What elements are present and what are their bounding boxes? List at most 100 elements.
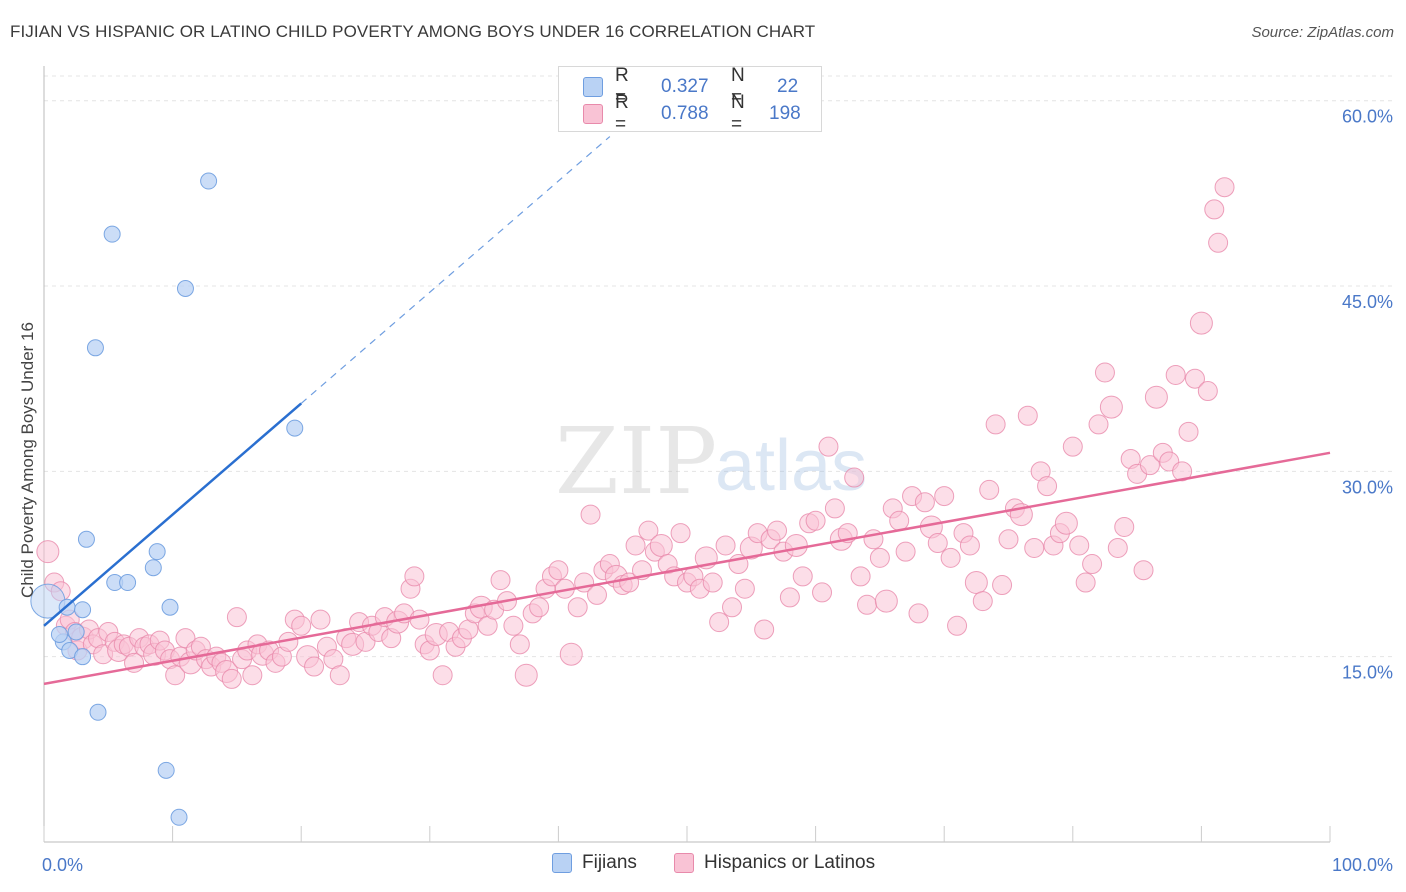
hispanic-point bbox=[818, 436, 839, 457]
hispanic-point bbox=[1062, 436, 1083, 457]
hispanic-point bbox=[844, 467, 865, 488]
chart-title: FIJIAN VS HISPANIC OR LATINO CHILD POVER… bbox=[10, 22, 816, 41]
fijian-point bbox=[103, 225, 121, 243]
x-tick-label: 100.0% bbox=[1332, 855, 1393, 875]
y-axis-label: Child Poverty Among Boys Under 16 bbox=[18, 322, 37, 598]
hispanic-point bbox=[754, 619, 775, 640]
hispanic-point bbox=[715, 535, 736, 556]
hispanic-point bbox=[1184, 368, 1205, 389]
hispanic-point bbox=[670, 523, 691, 544]
hispanic-point bbox=[490, 570, 511, 591]
x-tick-label: 0.0% bbox=[42, 855, 83, 875]
hispanic-point bbox=[649, 533, 673, 557]
hispanic-point bbox=[1099, 395, 1123, 419]
hispanic-point bbox=[985, 414, 1006, 435]
fijian-point bbox=[170, 808, 188, 826]
hispanic-point bbox=[779, 587, 800, 608]
hispanic-point bbox=[304, 656, 325, 677]
axes bbox=[43, 66, 1331, 843]
hispanic-point bbox=[1178, 421, 1199, 442]
hispanic-point bbox=[784, 533, 808, 557]
fijian-point bbox=[74, 601, 92, 619]
hispanic-point bbox=[638, 520, 659, 541]
hispanic-point bbox=[36, 540, 60, 564]
hispanic-point bbox=[432, 665, 453, 686]
series-legend: Fijians Hispanics or Latinos bbox=[0, 852, 1406, 878]
hispanic-point bbox=[895, 541, 916, 562]
hispanic-point bbox=[1069, 535, 1090, 556]
watermark: ZIP atlas bbox=[555, 408, 867, 515]
legend-row-hispanics: R = 0.788 N = 198 bbox=[583, 92, 801, 135]
fijian-point bbox=[176, 280, 194, 298]
n-label: N = bbox=[731, 65, 745, 108]
r-value: 0.788 bbox=[661, 103, 709, 124]
hispanic-point bbox=[1094, 362, 1115, 383]
hispanic-point bbox=[1017, 405, 1038, 426]
hispanic-point bbox=[1133, 560, 1154, 581]
hispanic-point bbox=[1054, 511, 1078, 535]
hispanic-point bbox=[514, 663, 538, 687]
fijian-point bbox=[86, 339, 104, 357]
hispanic-point bbox=[409, 609, 430, 630]
hispanic-point bbox=[567, 597, 588, 618]
fijian-point bbox=[67, 623, 85, 641]
hispanic-point bbox=[767, 520, 788, 541]
legend-item-hispanics: Hispanics or Latinos bbox=[674, 852, 875, 874]
fijian-point bbox=[74, 648, 92, 666]
legend-item-fijians: Fijians bbox=[552, 852, 637, 874]
hispanic-swatch bbox=[583, 104, 603, 124]
hispanic-point bbox=[722, 597, 743, 618]
hispanic-point bbox=[927, 533, 948, 554]
grid-lines bbox=[44, 75, 1392, 658]
hispanic-point bbox=[165, 665, 186, 686]
hispanic-point bbox=[625, 535, 646, 556]
hispanic-point bbox=[1204, 199, 1225, 220]
hispanic-point bbox=[1139, 455, 1160, 476]
hispanic-point bbox=[1075, 572, 1096, 593]
hispanic-point bbox=[503, 615, 524, 636]
hispanic-point bbox=[1208, 232, 1229, 253]
y-tick-label: 15.0% bbox=[1342, 663, 1393, 683]
hispanic-point bbox=[580, 504, 601, 525]
fijian-point bbox=[144, 559, 162, 577]
tick-labels: 15.0% 30.0% 45.0% 60.0% 0.0% 100.0% bbox=[42, 107, 1393, 875]
legend-label-fijians: Fijians bbox=[582, 852, 637, 873]
hispanic-point bbox=[850, 566, 871, 587]
hispanic-point bbox=[548, 560, 569, 581]
hispanic-point bbox=[1114, 516, 1135, 537]
hispanic-point bbox=[908, 603, 929, 624]
hispanic-point bbox=[972, 591, 993, 612]
hispanic-point bbox=[889, 510, 910, 531]
hispanic-point bbox=[509, 634, 530, 655]
fijian-point bbox=[89, 703, 107, 721]
hispanic-points bbox=[36, 177, 1235, 689]
hispanic-swatch bbox=[674, 853, 694, 873]
trend-lines bbox=[43, 136, 1331, 686]
r-label: R = bbox=[615, 65, 629, 108]
correlation-legend: R = 0.327 N = 22 R = 0.788 N = 198 bbox=[558, 65, 822, 135]
hispanic-point bbox=[242, 665, 263, 686]
n-value: 22 bbox=[777, 76, 799, 97]
y-tick-label: 30.0% bbox=[1342, 477, 1393, 497]
hispanic-trend-line bbox=[43, 451, 1331, 686]
hispanic-point bbox=[1107, 537, 1128, 558]
hispanic-point bbox=[959, 535, 980, 556]
hispanic-point bbox=[992, 575, 1013, 596]
fijian-point bbox=[119, 574, 137, 592]
hispanic-point bbox=[529, 597, 550, 618]
fijian-point bbox=[50, 625, 68, 643]
hispanic-point bbox=[805, 510, 826, 531]
hispanic-point bbox=[1189, 311, 1213, 335]
hispanic-point bbox=[226, 607, 247, 628]
legend-row-fijians: R = 0.327 N = 22 bbox=[583, 65, 799, 108]
fijian-swatch bbox=[552, 853, 572, 873]
y-tick-label: 45.0% bbox=[1342, 292, 1393, 312]
hispanic-point bbox=[1082, 554, 1103, 575]
legend-label-hispanics: Hispanics or Latinos bbox=[704, 852, 876, 873]
hispanic-point bbox=[1037, 476, 1058, 497]
hispanic-point bbox=[1214, 177, 1235, 198]
hispanic-point bbox=[1024, 537, 1045, 558]
hispanic-point bbox=[824, 498, 845, 519]
hispanic-point bbox=[964, 571, 988, 595]
fijian-point bbox=[200, 172, 218, 190]
